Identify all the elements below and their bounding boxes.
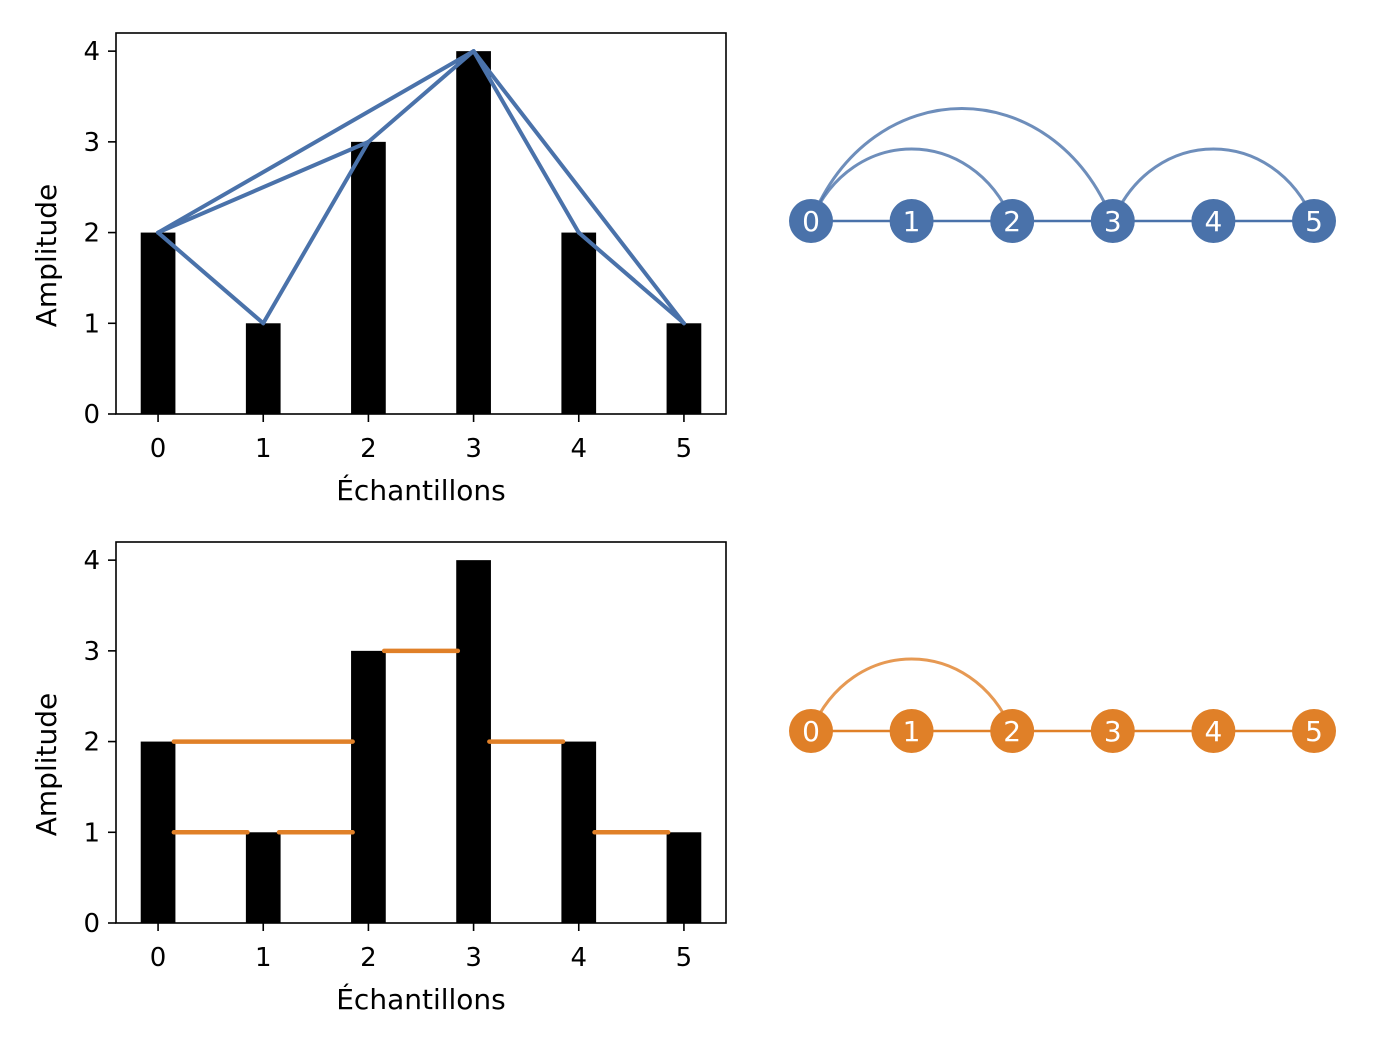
x-tick-label: 2 [360,434,377,464]
x-tick-label: 1 [255,943,272,973]
y-tick-label: 3 [83,128,100,158]
y-tick-label: 2 [83,728,100,758]
graph-node-label: 4 [1204,205,1222,238]
graph-node-label: 4 [1204,715,1222,748]
graph-node-5 [1292,709,1336,753]
y-ticks: 0 1 2 3 4 [83,37,116,430]
visibility-line-0-3 [156,49,476,235]
bar-1 [245,832,281,923]
y-tick-label: 0 [83,909,100,939]
x-ticks: 0 1 2 3 4 5 [150,414,692,464]
x-tick-label: 0 [150,943,167,973]
graph-node-label: 1 [903,715,921,748]
graph-node-label: 5 [1305,205,1323,238]
graph-arc-0-3 [809,107,1115,222]
graph-node-label: 2 [1003,715,1021,748]
plot-frame [115,541,727,924]
visibility-line-3-4 [471,49,581,235]
x-tick-label: 3 [465,434,482,464]
visibility-line-4-5 [576,230,686,326]
graph-node-label: 0 [802,715,820,748]
x-tick-label: 5 [676,434,693,464]
visibility-line-3-5 [471,49,686,326]
graph-node-label: 3 [1104,205,1122,238]
x-tick-label: 0 [150,434,167,464]
y-tick-label: 4 [83,546,100,576]
bar-1 [245,323,281,414]
bar-2 [351,650,386,923]
graph-node-4 [1191,199,1236,243]
visibility-line-2-3 [366,49,476,144]
graph-bottom-horizontal-visibility: 0 1 2 3 4 5 [789,657,1336,753]
bar-0 [140,741,176,923]
visibility-lines-group [156,49,686,326]
graph-node-label: 0 [802,205,820,238]
y-tick-label: 2 [83,219,100,249]
graph-arc-0-2 [809,657,1014,732]
x-axis-label: Échantillons [336,473,506,507]
bar-3 [456,560,491,923]
x-tick-label: 4 [570,434,587,464]
y-tick-label: 4 [83,37,100,67]
bar-0 [140,232,176,414]
graph-node-label: 2 [1003,205,1021,238]
y-tick-label: 1 [83,309,100,339]
graph-node-4 [1191,709,1236,753]
x-ticks: 0 1 2 3 4 5 [150,923,692,973]
bar-5 [666,323,702,414]
x-tick-label: 5 [676,943,693,973]
graph-node-0 [789,709,833,753]
bar-5 [666,832,702,923]
visibility-line-0-1 [156,230,266,326]
y-tick-label: 1 [83,818,100,848]
graph-node-label: 1 [903,205,921,238]
x-tick-label: 4 [570,943,587,973]
y-axis-label: Amplitude [30,184,63,328]
y-tick-label: 3 [83,637,100,667]
graph-arc-3-5 [1111,147,1316,222]
y-tick-label: 0 [83,400,100,430]
bars-group [140,560,702,923]
bar-2 [351,141,386,414]
visibility-line-1-2 [261,139,371,326]
visibility-line-0-2 [156,139,371,235]
bar-3 [456,51,491,415]
bars-group [140,51,702,415]
x-tick-label: 2 [360,943,377,973]
chart-top-visibility: 0 1 2 3 4 5 0 1 2 3 4 Échantillons Amplitude [30,32,727,507]
plot-frame [115,32,727,415]
x-axis-label: Échantillons [336,982,506,1016]
graph-node-label: 3 [1104,715,1122,748]
graph-node-0 [789,199,833,243]
graph-node-1 [889,709,934,753]
graph-node-5 [1292,199,1336,243]
x-tick-label: 1 [255,434,272,464]
graph-node-3 [1090,199,1135,243]
graph-top-visibility: 0 1 2 3 4 5 [789,107,1336,243]
y-ticks: 0 1 2 3 4 [83,546,116,939]
bar-4 [561,741,597,923]
y-axis-label: Amplitude [30,693,63,837]
graph-node-2 [990,709,1035,753]
bar-4 [561,232,597,414]
chart-bottom-horizontal-visibility: 0 1 2 3 4 5 0 1 2 3 4 Échantillons Amplitude [30,541,727,1016]
graph-node-1 [889,199,934,243]
graph-node-label: 5 [1305,715,1323,748]
horizontal-segments-group [171,648,671,835]
graph-node-3 [1090,709,1135,753]
graph-node-2 [990,199,1035,243]
x-tick-label: 3 [465,943,482,973]
graph-arc-0-2 [809,147,1014,222]
